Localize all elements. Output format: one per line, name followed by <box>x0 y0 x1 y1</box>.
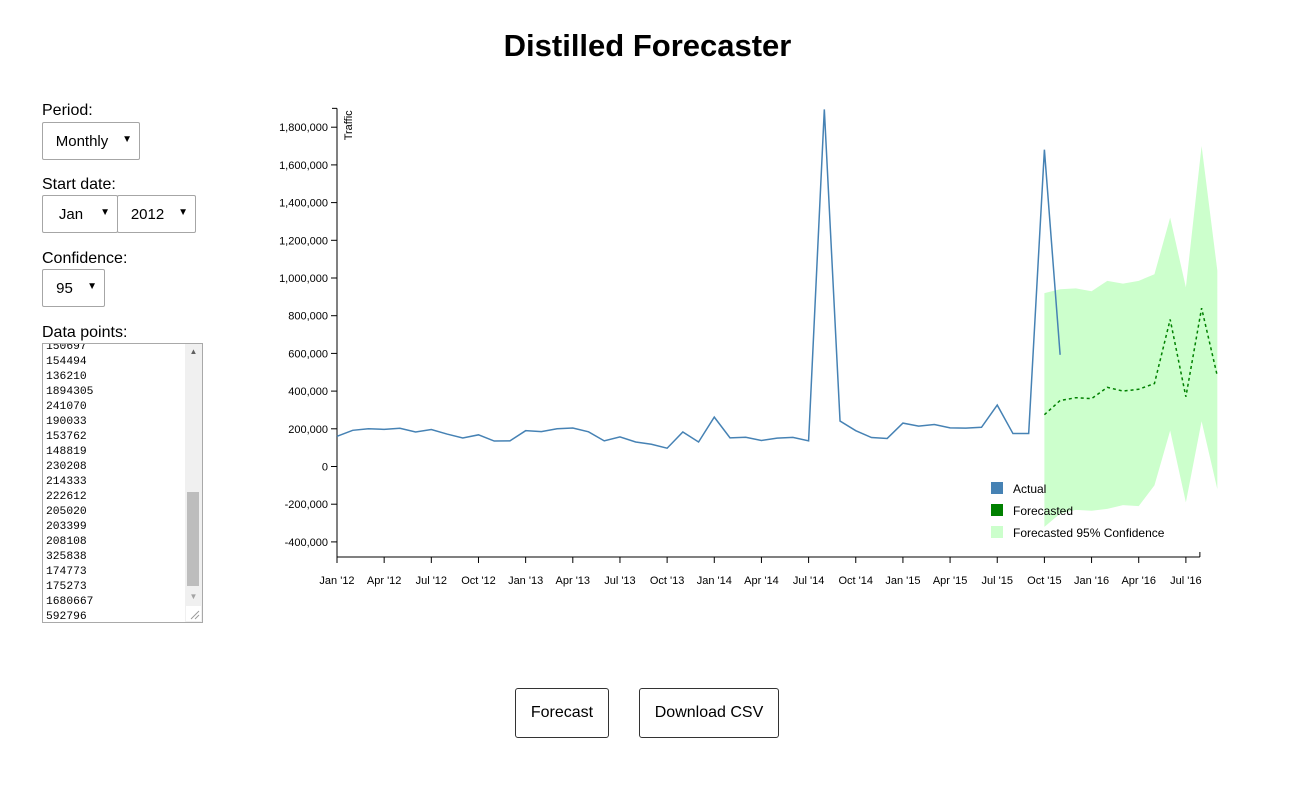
x-tick-label: Jul '15 <box>982 575 1013 587</box>
scrollbar-thumb[interactable] <box>187 492 199 586</box>
y-tick-label: 1,200,000 <box>279 235 328 247</box>
data-point-line: 208108 <box>46 536 87 548</box>
data-point-line: 214333 <box>46 476 87 488</box>
y-tick-label: 1,400,000 <box>279 198 328 210</box>
legend-swatch <box>991 526 1003 538</box>
data-point-line: 230208 <box>46 461 87 473</box>
y-axis-label: Traffic <box>343 110 355 140</box>
x-tick-label: Jan '12 <box>319 575 354 587</box>
data-point-line: 1894305 <box>46 386 94 398</box>
confidence-label: Confidence: <box>42 250 128 267</box>
x-tick-label: Apr '14 <box>744 575 779 587</box>
data-point-line: 1680667 <box>46 596 94 608</box>
triangle-down-icon: ▼ <box>178 207 188 218</box>
x-tick-label: Apr '13 <box>556 575 591 587</box>
data-points-textarea[interactable]: 150697 154494 136210 1894305 241070 190033 153… <box>42 343 203 623</box>
download-csv-button[interactable]: Download CSV <box>639 688 779 738</box>
x-tick-label: Jul '13 <box>604 575 635 587</box>
data-point-line: 241070 <box>46 401 87 413</box>
confidence-band <box>1044 146 1218 527</box>
x-tick-label: Jul '14 <box>793 575 824 587</box>
start-year-value: 2012 <box>130 205 165 223</box>
scroll-up-arrow-icon[interactable]: ▲ <box>189 347 198 356</box>
data-point-line: 222612 <box>46 491 87 503</box>
forecast-series-line <box>1043 307 1219 416</box>
scroll-down-arrow-icon[interactable]: ▼ <box>189 592 198 601</box>
x-tick-label: Oct '12 <box>461 575 496 587</box>
actual-series-line <box>336 109 1061 450</box>
y-tick-label: -200,000 <box>285 499 328 511</box>
y-tick-label: 1,600,000 <box>279 160 328 172</box>
start-date-label: Start date: <box>42 176 116 193</box>
confidence-select[interactable]: 95 ▼ <box>42 269 105 307</box>
legend-label: Forecasted 95% Confidence <box>1013 526 1165 540</box>
data-point-line: 325838 <box>46 551 87 563</box>
x-tick-label: Jan '14 <box>697 575 732 587</box>
x-tick-label: Oct '13 <box>650 575 685 587</box>
legend-label: Forecasted <box>1013 504 1073 518</box>
data-point-line: 174773 <box>46 566 87 578</box>
forecast-button[interactable]: Forecast <box>515 688 609 738</box>
forecast-chart: -400,000 -200,000 0 200,000 400,000 600,000 80… <box>279 107 1219 587</box>
x-tick-label: Jan '16 <box>1074 575 1109 587</box>
legend-label: Actual <box>1013 482 1046 496</box>
period-label: Period: <box>42 102 93 119</box>
y-tick-label: -400,000 <box>285 537 328 549</box>
y-tick-label: 1,800,000 <box>279 122 328 134</box>
data-point-line: 190033 <box>46 416 87 428</box>
y-tick-label: 400,000 <box>288 386 328 398</box>
data-point-line: 205020 <box>46 506 87 518</box>
triangle-down-icon: ▼ <box>122 134 132 145</box>
data-point-line: 136210 <box>46 371 87 383</box>
x-tick-label: Jan '15 <box>885 575 920 587</box>
resize-grip-icon[interactable] <box>186 606 201 621</box>
page-title: Distilled Forecaster <box>503 28 792 63</box>
period-select[interactable]: Monthly ▼ <box>42 122 140 160</box>
legend-swatch <box>991 482 1003 494</box>
x-tick-label: Jan '13 <box>508 575 543 587</box>
x-tick-label: Apr '15 <box>933 575 968 587</box>
x-tick-label: Apr '16 <box>1121 575 1156 587</box>
y-tick-label: 0 <box>322 462 328 474</box>
data-points-text: 150697 154494 136210 1894305 241070 190033 153… <box>46 343 94 623</box>
y-tick-label: 1,000,000 <box>279 273 328 285</box>
triangle-down-icon: ▼ <box>87 281 97 292</box>
data-point-line: 154494 <box>46 356 87 368</box>
y-tick-label: 800,000 <box>288 311 328 323</box>
y-tick-label: 200,000 <box>288 424 328 436</box>
x-tick-label: Oct '15 <box>1027 575 1062 587</box>
triangle-down-icon: ▼ <box>100 207 110 218</box>
y-tick-label: 600,000 <box>288 348 328 360</box>
data-point-line: 153762 <box>46 431 87 443</box>
data-point-line: 203399 <box>46 521 87 533</box>
period-select-value: Monthly <box>55 132 109 150</box>
x-tick-label: Jul '12 <box>416 575 447 587</box>
x-tick-label: Oct '14 <box>839 575 874 587</box>
data-point-line: 592796 <box>46 611 87 623</box>
data-point-line: 175273 <box>46 581 87 593</box>
x-tick-label: Apr '12 <box>367 575 402 587</box>
data-points-label: Data points: <box>42 324 128 341</box>
data-point-line: 148819 <box>46 446 87 458</box>
start-month-select[interactable]: Jan ▼ <box>42 195 118 233</box>
confidence-select-value: 95 <box>56 279 73 297</box>
legend-swatch <box>991 504 1003 516</box>
start-year-select[interactable]: 2012 ▼ <box>117 195 196 233</box>
textarea-scrollbar[interactable]: ▲ ▼ <box>185 344 202 622</box>
start-month-value: Jan <box>58 205 84 223</box>
data-point-line: 150697 <box>46 343 87 353</box>
x-tick-label: Jul '16 <box>1170 575 1201 587</box>
